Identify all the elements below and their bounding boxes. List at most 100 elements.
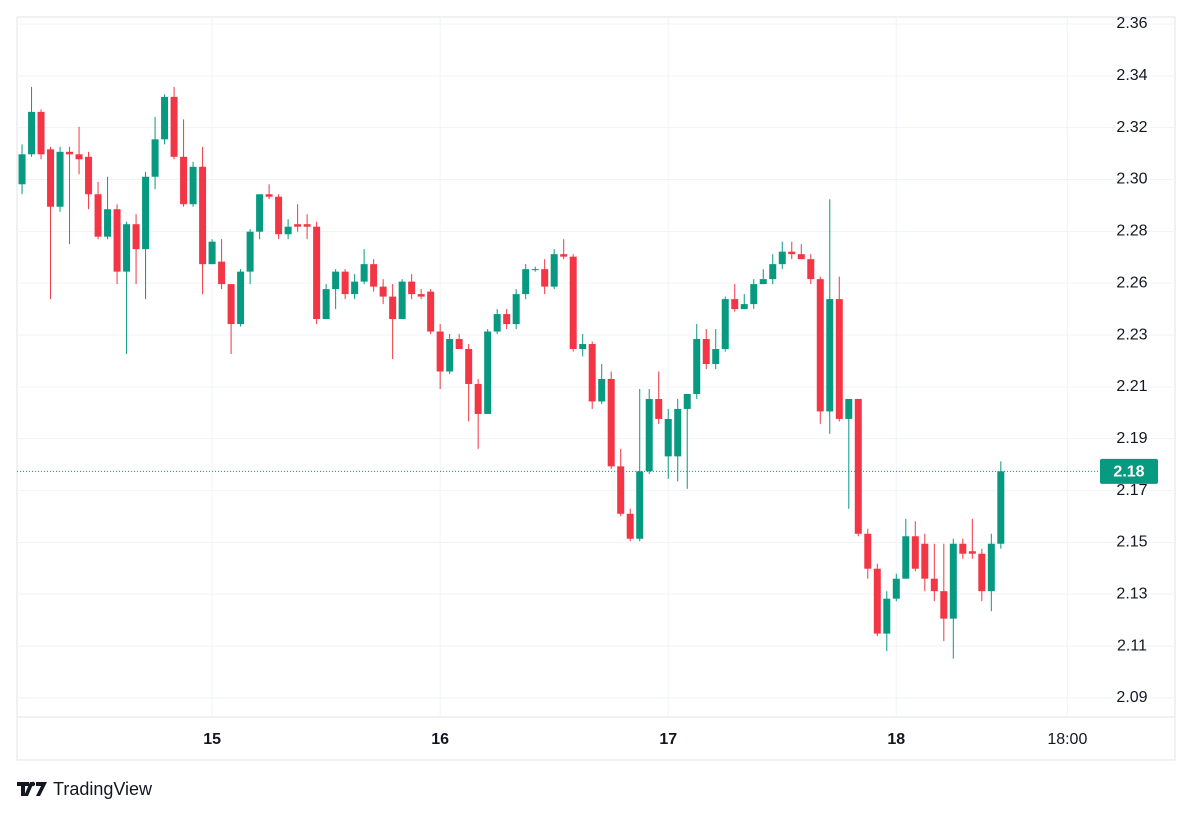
candle-body <box>303 224 311 227</box>
candle-body <box>284 226 292 235</box>
candle-body <box>864 533 872 569</box>
candle-body <box>607 378 615 467</box>
last-price-box <box>1100 458 1158 484</box>
candle-body <box>788 251 796 255</box>
candle-body <box>341 271 349 295</box>
y-tick-label: 2.30 <box>1116 171 1147 188</box>
candle-body <box>28 111 36 155</box>
candle-body <box>892 578 900 599</box>
x-tick-label: 18 <box>887 731 905 748</box>
candle-body <box>47 149 55 207</box>
y-tick-label: 2.32 <box>1116 119 1147 136</box>
candle-body <box>351 281 359 295</box>
candle-body <box>588 344 596 402</box>
candle-body <box>978 553 986 592</box>
candle-body <box>712 349 720 365</box>
candle-body <box>123 224 131 272</box>
candle-body <box>987 543 995 592</box>
grid <box>17 17 1175 717</box>
candle-body <box>816 279 824 412</box>
candle-body <box>151 139 159 177</box>
candle-body <box>674 408 682 457</box>
candle-body <box>408 281 416 295</box>
candle-body <box>189 166 197 205</box>
candle-body <box>522 269 530 295</box>
candle-body <box>484 331 492 414</box>
candle-body <box>835 299 843 419</box>
y-tick-label: 2.28 <box>1116 223 1147 240</box>
candle-body <box>446 339 454 372</box>
candle-body <box>940 591 948 619</box>
candle-body <box>208 241 216 265</box>
candle-body <box>170 96 178 157</box>
candle-body <box>389 296 397 320</box>
y-tick-label: 2.13 <box>1116 585 1147 602</box>
candle-body <box>436 331 444 372</box>
candle-body <box>94 194 102 237</box>
candle-body <box>512 294 520 325</box>
candle-body <box>180 156 188 205</box>
x-tick-label: 15 <box>203 731 221 748</box>
candle-body <box>227 284 235 325</box>
candle-body <box>778 251 786 265</box>
candle-body <box>132 224 140 250</box>
candle-body <box>949 543 957 619</box>
candle-body <box>161 96 169 140</box>
candle-body <box>579 344 587 350</box>
candle-body <box>379 286 387 297</box>
candle-body <box>113 209 121 272</box>
candle-body <box>417 294 425 297</box>
candle-body <box>37 111 45 155</box>
candle-body <box>503 314 511 325</box>
candle-body <box>360 264 368 282</box>
candle-body <box>873 568 881 634</box>
y-tick-label: 2.19 <box>1116 430 1147 447</box>
frame <box>16 16 1176 761</box>
candle-body <box>541 269 549 287</box>
candle-body <box>598 378 606 402</box>
candle-body <box>474 383 482 414</box>
x-tick-label: 16 <box>431 731 449 748</box>
candle-body <box>322 289 330 320</box>
candle-body <box>797 254 805 260</box>
candle-body <box>560 254 568 257</box>
candle-body <box>256 194 264 232</box>
candle-body <box>626 513 634 539</box>
candle-body <box>370 264 378 287</box>
x-tick-label: 17 <box>659 731 677 748</box>
candle-body <box>398 281 406 320</box>
candle-body <box>455 339 463 350</box>
candle-body <box>66 151 74 155</box>
candle-body <box>740 304 748 310</box>
y-tick-label: 2.21 <box>1116 378 1147 395</box>
candle-body <box>237 271 245 325</box>
candle-body <box>332 271 340 290</box>
candle-body <box>199 166 207 265</box>
candle-body <box>930 578 938 592</box>
candle-body <box>265 194 273 197</box>
candle-body <box>826 299 834 412</box>
candle-body <box>645 398 653 472</box>
candle-body <box>75 154 83 160</box>
candle-body <box>246 231 254 272</box>
candle-body <box>550 254 558 287</box>
y-tick-label: 2.23 <box>1116 326 1147 343</box>
candle-body <box>56 151 64 207</box>
candle-body <box>465 349 473 384</box>
candle-body <box>731 299 739 310</box>
candle-body <box>845 398 853 419</box>
last-price-label: 2.18 <box>1113 464 1144 481</box>
candle-body <box>702 339 710 365</box>
y-tick-label: 2.11 <box>1117 637 1147 654</box>
y-tick-label: 2.15 <box>1116 534 1147 551</box>
candle-body <box>275 196 283 235</box>
candle-body <box>531 269 539 271</box>
candle-body <box>569 256 577 350</box>
x-tick-label: 18:00 <box>1047 731 1087 748</box>
candle-body <box>759 279 767 285</box>
y-tick-label: 2.09 <box>1116 689 1147 706</box>
candle-body <box>911 536 919 569</box>
candle-body <box>883 598 891 634</box>
